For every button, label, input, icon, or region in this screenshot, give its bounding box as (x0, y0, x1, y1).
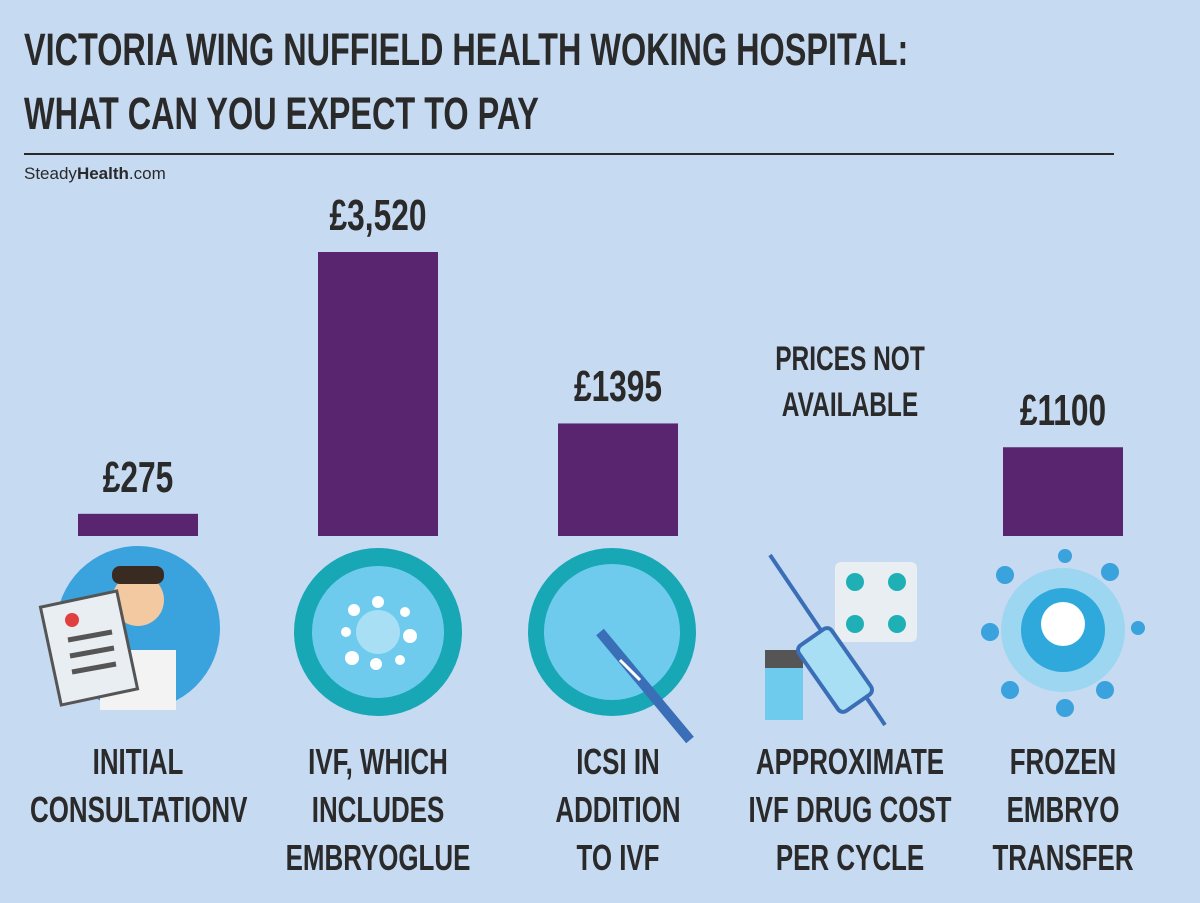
bar (558, 423, 678, 536)
x-tick-label: FROZEN EMBRYO TRANSFER (992, 741, 1134, 878)
icon-drugs (765, 553, 917, 727)
x-tick-label: INITIAL CONSULTATIONV (29, 741, 248, 830)
bar (318, 252, 438, 536)
icon-frozen (981, 549, 1145, 717)
source-part: .com (128, 164, 166, 183)
icon-icsi (528, 548, 696, 744)
x-tick-label: IVF, WHICH INCLUDES EMBRYOGLUE (285, 741, 471, 878)
x-tick-label: APPROXIMATE IVF DRUG COST PER CYCLE (748, 741, 952, 878)
x-tick-label: ICSI IN ADDITION TO IVF (555, 741, 681, 878)
source: SteadyHealth.com (24, 164, 166, 184)
value-label: £275 (102, 452, 174, 502)
source-part: Steady (24, 164, 77, 183)
title-rule (24, 153, 1114, 155)
value-label: £1100 (1019, 386, 1107, 436)
bar (1003, 447, 1123, 536)
chart-title: VICTORIA WING NUFFIELD HEALTH WOKING HOS… (24, 24, 909, 139)
annotation: PRICES NOT AVAILABLE (775, 340, 925, 424)
icon-doctor (38, 546, 220, 710)
source-part: Health (76, 164, 129, 183)
icon-ivf (294, 548, 462, 716)
value-label: £3,520 (329, 191, 427, 240)
bar (78, 513, 198, 536)
value-label: £1395 (573, 362, 663, 412)
